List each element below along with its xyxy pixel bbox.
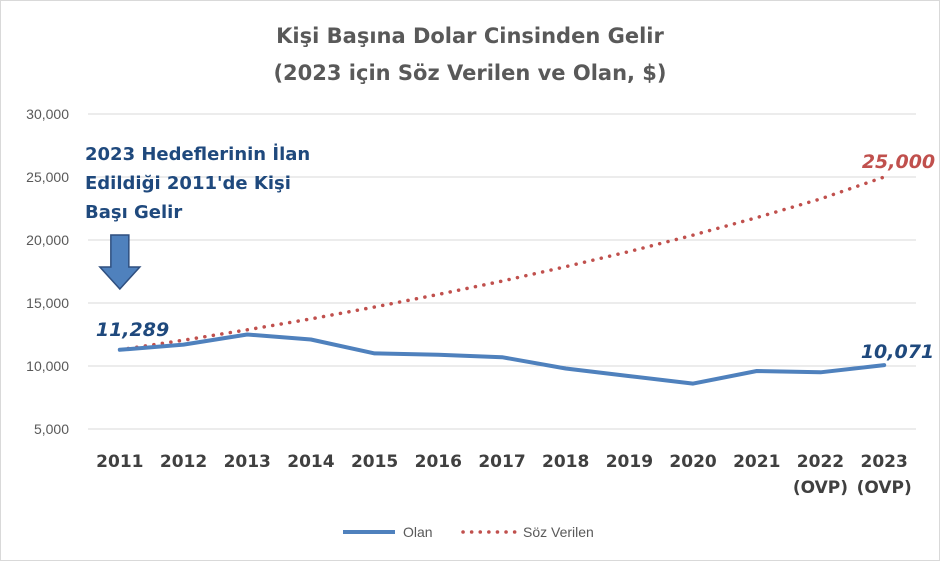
- down-arrow-icon: [98, 234, 142, 291]
- annotation-text-line: Edildiği 2011'de Kişi: [85, 173, 291, 194]
- x-tick-label: 2016: [415, 452, 462, 472]
- annotation: 2023 Hedeflerinin İlan Edildiği 2011'de K…: [85, 143, 310, 291]
- y-tick-label: 5,000: [34, 421, 69, 437]
- y-tick-label: 20,000: [26, 232, 69, 248]
- y-tick-label: 15,000: [26, 295, 69, 311]
- x-tick-label: 2022: [797, 452, 844, 472]
- y-tick-label: 30,000: [26, 106, 69, 122]
- x-tick-label: 2014: [287, 452, 334, 472]
- x-tick-label: 2011: [96, 452, 143, 472]
- series-line: [118, 175, 886, 352]
- x-tick-label: 2020: [669, 452, 716, 472]
- series-line: [117, 332, 887, 386]
- y-tick-label: 25,000: [26, 169, 69, 185]
- y-axis-ticks: 5,000 10,000 15,000 20,000 25,000 30,000: [26, 106, 69, 437]
- data-labels: 11,289 10,071 25,000: [96, 151, 935, 363]
- chart-title-line-2: (2023 için Söz Verilen ve Olan, $): [273, 61, 666, 85]
- x-tick-label: 2015: [351, 452, 398, 472]
- legend-label: Söz Verilen: [523, 524, 594, 540]
- x-tick-label: 2019: [606, 452, 653, 472]
- x-tick-label: 2018: [542, 452, 589, 472]
- x-axis-ticks: 2011 2012 2013 2014 2015 2016 2017 2018 2019 2020…: [96, 452, 912, 498]
- x-tick-sublabel: (OVP): [857, 478, 912, 498]
- legend: Olan Söz Verilen: [343, 524, 594, 540]
- x-tick-label: 2013: [224, 452, 271, 472]
- x-tick-label: 2021: [733, 452, 780, 472]
- chart-title-line-1: Kişi Başına Dolar Cinsinden Gelir: [276, 24, 664, 48]
- y-tick-label: 10,000: [26, 358, 69, 374]
- data-label: 10,071: [861, 341, 934, 363]
- annotation-text-line: Başı Gelir: [85, 202, 182, 223]
- data-label: 25,000: [862, 151, 935, 173]
- x-tick-sublabel: (OVP): [793, 478, 848, 498]
- gridlines: [88, 113, 916, 430]
- data-label: 11,289: [96, 319, 169, 341]
- x-tick-label: 2017: [478, 452, 525, 472]
- x-tick-label: 2012: [160, 452, 207, 472]
- legend-label: Olan: [403, 524, 433, 540]
- x-tick-label: 2023: [860, 452, 907, 472]
- series-lines: [117, 175, 887, 386]
- annotation-text-line: 2023 Hedeflerinin İlan: [85, 143, 310, 165]
